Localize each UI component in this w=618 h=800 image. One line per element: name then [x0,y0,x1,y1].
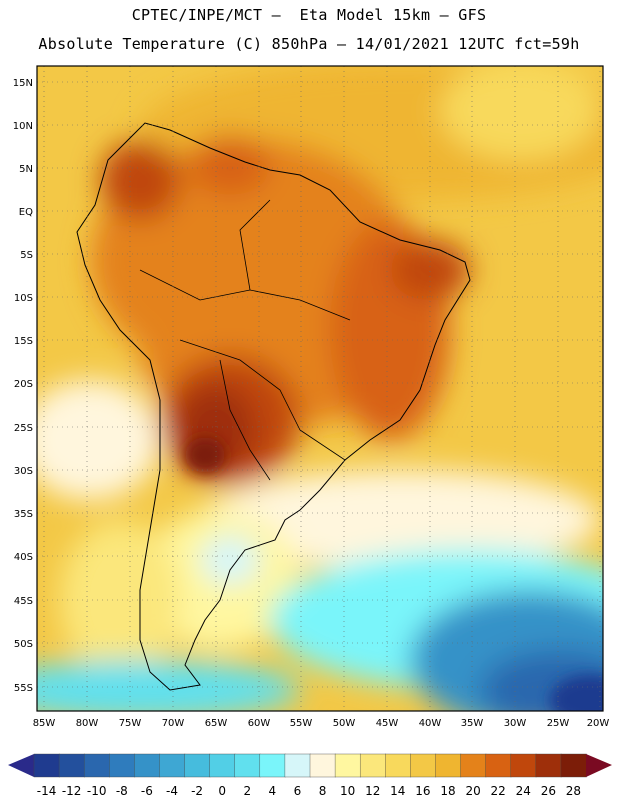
colorbar-swatch [560,753,587,778]
colorbar-swatch [234,753,261,778]
lat-label: EQ [19,207,33,218]
lon-label: 25W [547,718,570,729]
colorbar-swatch [33,753,60,778]
colorbar-label: 14 [390,784,405,798]
colorbar-label: -8 [116,784,128,798]
colorbar-label: -6 [141,784,153,798]
colorbar-label: 2 [243,784,251,798]
lon-label: 55W [290,718,313,729]
lon-label: 20W [587,718,610,729]
lat-label: 15N [13,78,33,89]
lon-label: 80W [76,718,99,729]
lon-label: 65W [205,718,228,729]
colorbar-label: -14 [37,784,57,798]
colorbar-swatch [510,753,537,778]
colorbar-swatch [109,753,136,778]
lon-label: 45W [376,718,399,729]
colorbar-label: 16 [415,784,430,798]
lat-label: 25S [14,423,33,434]
country-borders [139,199,351,481]
lon-label: 50W [333,718,356,729]
colorbar-label: 20 [465,784,480,798]
colorbar-swatch [359,753,386,778]
lat-label: 10S [14,293,33,304]
longitude-labels: 85W 80W 75W 70W 65W 60W 55W 50W 45W 40W … [33,718,610,729]
colorbar-swatch [410,753,437,778]
lon-label: 85W [33,718,56,729]
lat-label: 5S [20,250,33,261]
colorbar-swatch [334,753,361,778]
lat-label: 15S [14,336,33,347]
colorbar-swatch [134,753,161,778]
colorbar-label: 0 [218,784,226,798]
colorbar-swatch [435,753,462,778]
colorbar-label: 22 [491,784,506,798]
colorbar-swatch [309,753,336,778]
colorbar-label: -4 [166,784,178,798]
colorbar-under-triangle [8,754,34,777]
lat-label: 45S [14,596,33,607]
coastline [76,122,471,691]
colorbar-swatch [485,753,512,778]
colorbar-swatch [259,753,286,778]
lat-label: 35S [14,509,33,520]
lon-label: 75W [119,718,142,729]
colorbar-label: 26 [541,784,556,798]
colorbar-label: -2 [191,784,203,798]
colorbar-over-triangle [586,754,612,777]
colorbar-swatch [284,753,311,778]
lat-label: 30S [14,466,33,477]
map-frame [36,65,604,712]
lon-label: 40W [419,718,442,729]
colorbar-swatch [159,753,186,778]
lon-label: 35W [461,718,484,729]
lon-label: 30W [504,718,527,729]
colorbar-swatch [83,753,110,778]
colorbar-label: 8 [319,784,327,798]
colorbar-label: 6 [294,784,302,798]
colorbar-label: 18 [440,784,455,798]
colorbar-label: 10 [340,784,355,798]
lat-label: 55S [14,683,33,694]
colorbar-label: 24 [516,784,531,798]
lat-label: 10N [13,121,33,132]
title-line-1: CPTEC/INPE/MCT – Eta Model 15km – GFS [131,6,487,24]
lat-label: 5N [19,164,33,175]
lat-label: 20S [14,379,33,390]
colorbar-swatch [385,753,412,778]
temperature-field [37,66,603,711]
colorbar: -14 -12 -10 -8 -6 -4 -2 0 2 4 6 8 10 12 14 16 18 20 22 24 26… [8,753,612,798]
title-line-2: Absolute Temperature (C) 850hPa – 14/01/… [38,35,580,53]
colorbar-label: 4 [269,784,277,798]
lon-label: 60W [248,718,271,729]
colorbar-swatch [184,753,211,778]
colorbar-label: 28 [566,784,581,798]
colorbar-label: -12 [62,784,82,798]
colorbar-swatch [460,753,487,778]
lat-label: 40S [14,552,33,563]
colorbar-label: 12 [365,784,380,798]
latitude-labels: 15N 10N 5N EQ 5S 10S 15S 20S 25S 30S 35S… [13,78,33,694]
lon-label: 70W [162,718,185,729]
colorbar-swatch [535,753,562,778]
colorbar-label: -10 [87,784,107,798]
lat-label: 50S [14,639,33,650]
colorbar-swatch [58,753,85,778]
colorbar-swatch [209,753,236,778]
